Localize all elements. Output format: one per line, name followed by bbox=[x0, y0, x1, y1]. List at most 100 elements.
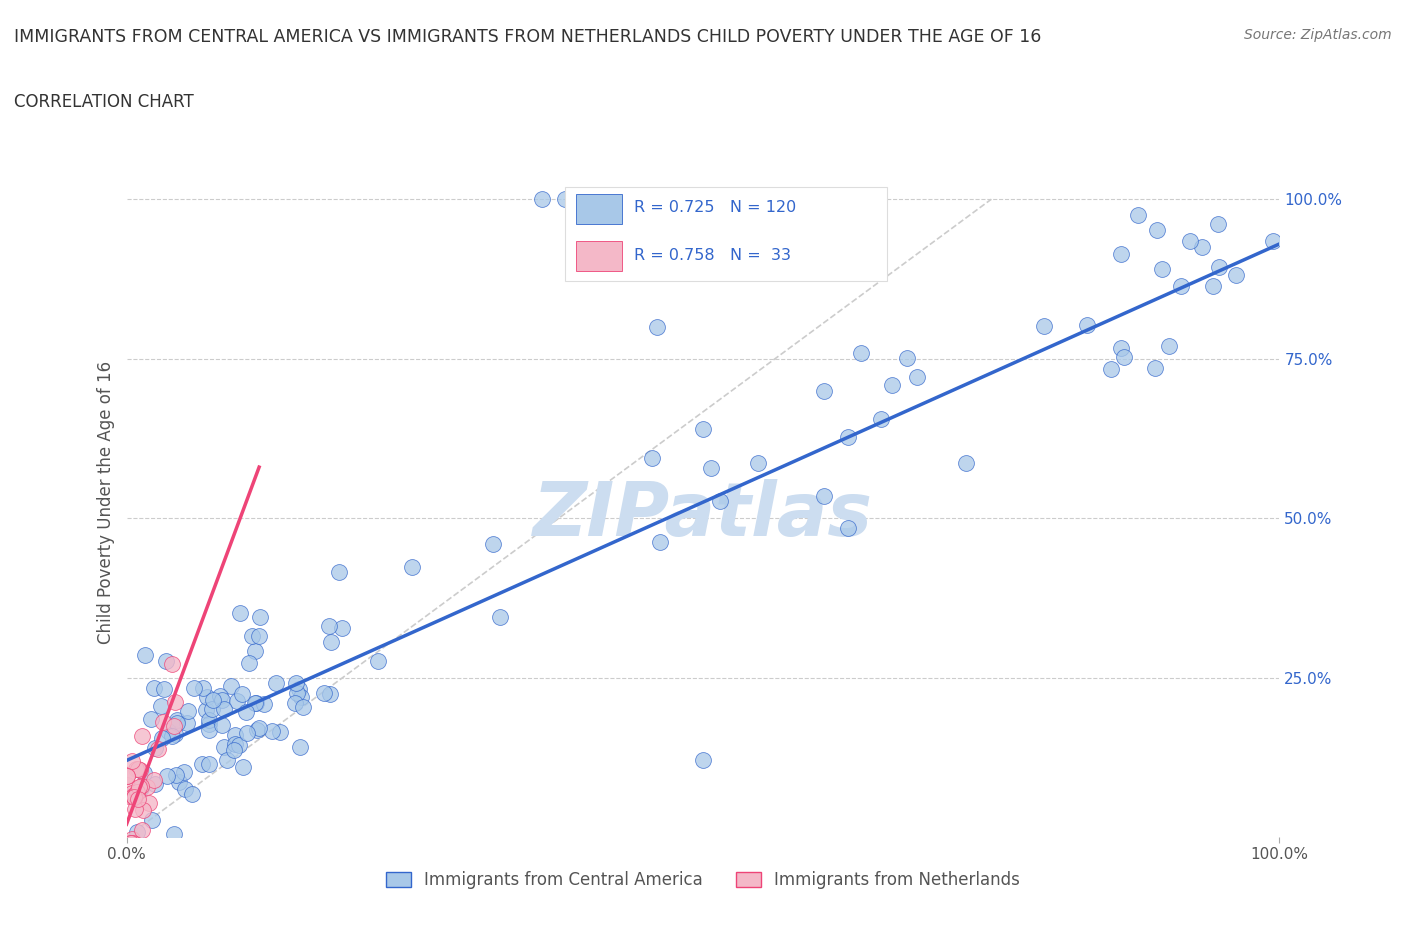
Point bbox=[837, 521, 859, 536]
Point bbox=[129, 778, 152, 793]
Point bbox=[118, 836, 141, 851]
Point bbox=[692, 422, 714, 437]
Point bbox=[401, 560, 423, 575]
Point bbox=[260, 724, 283, 739]
Point bbox=[328, 565, 350, 579]
Point bbox=[173, 781, 195, 796]
Point bbox=[160, 657, 183, 671]
Point bbox=[121, 753, 143, 768]
Point bbox=[121, 786, 143, 801]
Point bbox=[245, 696, 267, 711]
Point bbox=[148, 742, 170, 757]
Point bbox=[247, 721, 270, 736]
Point bbox=[238, 656, 260, 671]
Point bbox=[645, 319, 668, 334]
Point bbox=[136, 779, 159, 794]
Point bbox=[197, 723, 219, 737]
Point bbox=[285, 676, 308, 691]
Point bbox=[896, 351, 918, 365]
Point bbox=[122, 836, 145, 851]
Point bbox=[1076, 317, 1098, 332]
Text: R = 0.725   N = 120: R = 0.725 N = 120 bbox=[634, 200, 796, 215]
Text: R = 0.758   N =  33: R = 0.758 N = 33 bbox=[634, 248, 790, 263]
Point bbox=[240, 629, 263, 644]
Point bbox=[195, 703, 218, 718]
Point bbox=[226, 694, 249, 709]
Point bbox=[208, 688, 231, 703]
Point bbox=[138, 796, 160, 811]
Point bbox=[321, 635, 343, 650]
Point bbox=[231, 686, 253, 701]
Point bbox=[700, 460, 723, 475]
Point bbox=[284, 696, 307, 711]
Point bbox=[222, 742, 245, 757]
Point bbox=[482, 537, 505, 551]
Point bbox=[127, 762, 149, 777]
Point bbox=[1150, 261, 1173, 276]
Point bbox=[124, 788, 146, 803]
Point bbox=[264, 675, 287, 690]
Point bbox=[152, 715, 174, 730]
Point bbox=[142, 773, 165, 788]
Point bbox=[212, 739, 235, 754]
Point bbox=[129, 763, 152, 777]
Point bbox=[150, 730, 173, 745]
Point bbox=[128, 780, 150, 795]
Point bbox=[955, 456, 977, 471]
Point bbox=[156, 724, 179, 738]
Point bbox=[318, 618, 340, 633]
Point bbox=[125, 761, 148, 776]
Point bbox=[1206, 217, 1229, 232]
Point bbox=[132, 803, 155, 817]
Point bbox=[122, 790, 145, 804]
Point bbox=[173, 764, 195, 779]
Point bbox=[217, 752, 239, 767]
Point bbox=[870, 412, 893, 427]
Point bbox=[235, 705, 257, 720]
Point bbox=[211, 718, 233, 733]
Point bbox=[212, 701, 235, 716]
Point bbox=[1178, 233, 1201, 248]
Point bbox=[489, 609, 512, 624]
Point bbox=[1111, 246, 1133, 261]
Point bbox=[166, 712, 188, 727]
Point bbox=[141, 813, 163, 828]
Point bbox=[319, 687, 342, 702]
Point bbox=[709, 494, 731, 509]
Point bbox=[142, 681, 165, 696]
Point bbox=[1033, 319, 1056, 334]
Point bbox=[156, 769, 179, 784]
Y-axis label: Child Poverty Under the Age of 16: Child Poverty Under the Age of 16 bbox=[97, 361, 115, 644]
Point bbox=[166, 716, 188, 731]
Point bbox=[243, 644, 266, 658]
Point bbox=[290, 689, 312, 704]
Point bbox=[163, 827, 186, 842]
Point bbox=[134, 766, 156, 781]
Point bbox=[228, 737, 250, 752]
Text: CORRELATION CHART: CORRELATION CHART bbox=[14, 93, 194, 111]
Point bbox=[243, 695, 266, 710]
Point bbox=[201, 693, 224, 708]
Point bbox=[229, 606, 252, 621]
Point bbox=[1146, 222, 1168, 237]
Point bbox=[211, 693, 233, 708]
Point bbox=[139, 711, 162, 726]
Point bbox=[1225, 267, 1247, 282]
Point bbox=[150, 698, 173, 713]
Text: Source: ZipAtlas.com: Source: ZipAtlas.com bbox=[1244, 28, 1392, 42]
Point bbox=[169, 775, 191, 790]
Point bbox=[181, 787, 204, 802]
Point bbox=[183, 680, 205, 695]
Point bbox=[115, 768, 138, 783]
Point bbox=[197, 756, 219, 771]
FancyBboxPatch shape bbox=[565, 188, 887, 281]
Point bbox=[530, 192, 553, 206]
Point bbox=[1263, 234, 1285, 249]
Point bbox=[692, 753, 714, 768]
Point bbox=[165, 727, 187, 742]
Point bbox=[197, 717, 219, 732]
Point bbox=[224, 737, 246, 751]
Point bbox=[176, 715, 198, 730]
Point bbox=[1112, 350, 1135, 365]
Bar bbox=[576, 194, 623, 224]
